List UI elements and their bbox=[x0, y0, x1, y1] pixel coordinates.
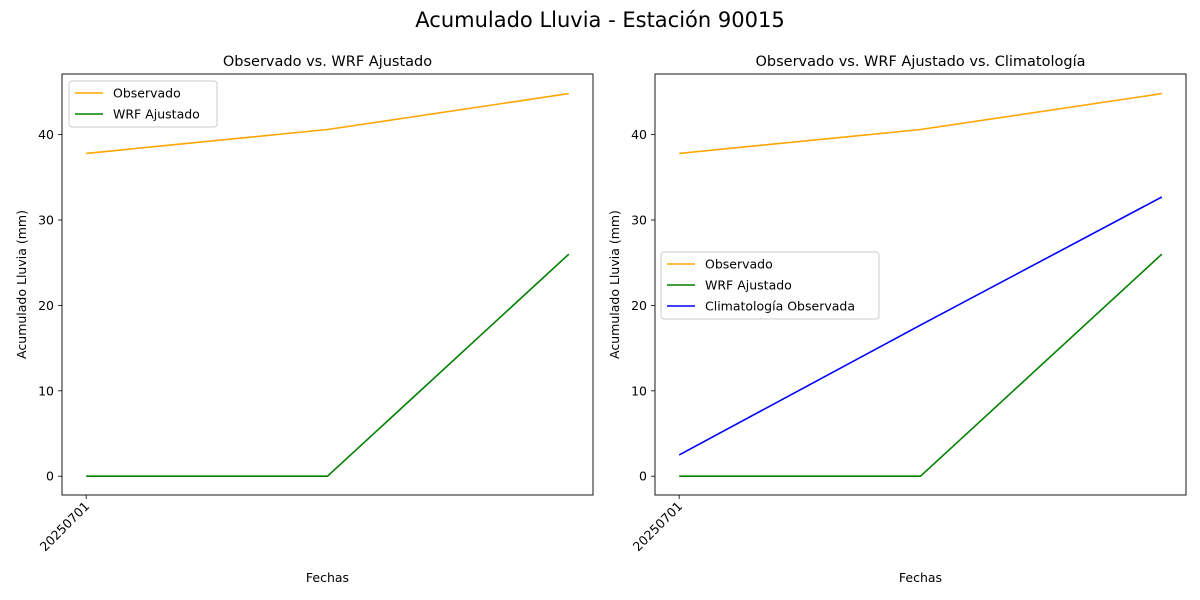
y-tick-label: 0 bbox=[46, 469, 54, 484]
legend-box bbox=[660, 251, 880, 320]
y-tick-label: 0 bbox=[639, 469, 647, 484]
y-tick-label: 40 bbox=[38, 127, 54, 142]
y-tick-label: 10 bbox=[631, 383, 647, 398]
figure-title: Acumulado Lluvia - Estación 90015 bbox=[415, 8, 785, 32]
legend-label: WRF Ajustado bbox=[113, 107, 200, 122]
x-tick-label: 20250701 bbox=[630, 499, 686, 555]
plot-frame bbox=[61, 73, 594, 496]
y-tick-label: 20 bbox=[631, 298, 647, 313]
series-line-wrf-ajustado bbox=[679, 253, 1163, 478]
legend-box bbox=[68, 80, 218, 128]
x-tick-label: 20250701 bbox=[37, 499, 93, 555]
y-axis-label: Acumulado Lluvia (mm) bbox=[607, 210, 622, 359]
legend-label: WRF Ajustado bbox=[705, 278, 792, 293]
legend-label: Climatología Observada bbox=[705, 299, 855, 314]
y-tick-label: 30 bbox=[631, 213, 647, 228]
legend-label: Observado bbox=[113, 86, 181, 101]
legend-label: Observado bbox=[705, 257, 773, 272]
plot-title: Observado vs. WRF Ajustado bbox=[223, 54, 432, 70]
y-tick-label: 20 bbox=[38, 298, 54, 313]
series-line-observado bbox=[86, 92, 569, 155]
x-axis-label: Fechas bbox=[306, 570, 349, 585]
plot-frame bbox=[654, 73, 1187, 496]
y-tick-label: 40 bbox=[631, 127, 647, 142]
plot-title: Observado vs. WRF Ajustado vs. Climatolo… bbox=[756, 54, 1086, 70]
y-axis-label: Acumulado Lluvia (mm) bbox=[14, 210, 29, 359]
series-line-wrf-ajustado bbox=[86, 253, 570, 478]
y-tick-label: 10 bbox=[38, 383, 54, 398]
series-line-climatolog-a-observada bbox=[678, 196, 1163, 456]
y-tick-label: 30 bbox=[38, 213, 54, 228]
series-line-observado bbox=[679, 92, 1162, 155]
x-axis-label: Fechas bbox=[899, 570, 942, 585]
